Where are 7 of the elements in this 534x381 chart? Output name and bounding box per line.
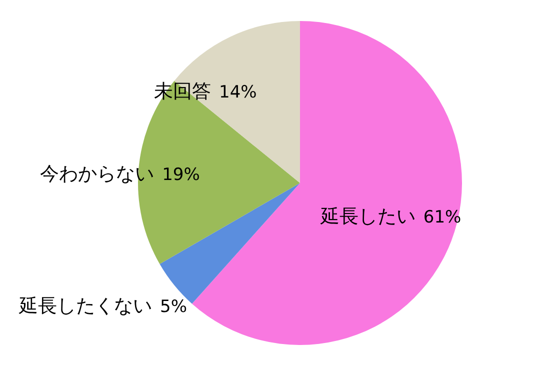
data-label: 61%: [423, 207, 462, 228]
slice-label: 延長したくない: [18, 295, 152, 318]
data-label: 14%: [219, 82, 257, 102]
data-label: 5%: [160, 296, 187, 317]
data-label: 19%: [162, 164, 200, 185]
slice-label: 延長したい: [319, 206, 416, 228]
pie-slice: [138, 80, 300, 264]
